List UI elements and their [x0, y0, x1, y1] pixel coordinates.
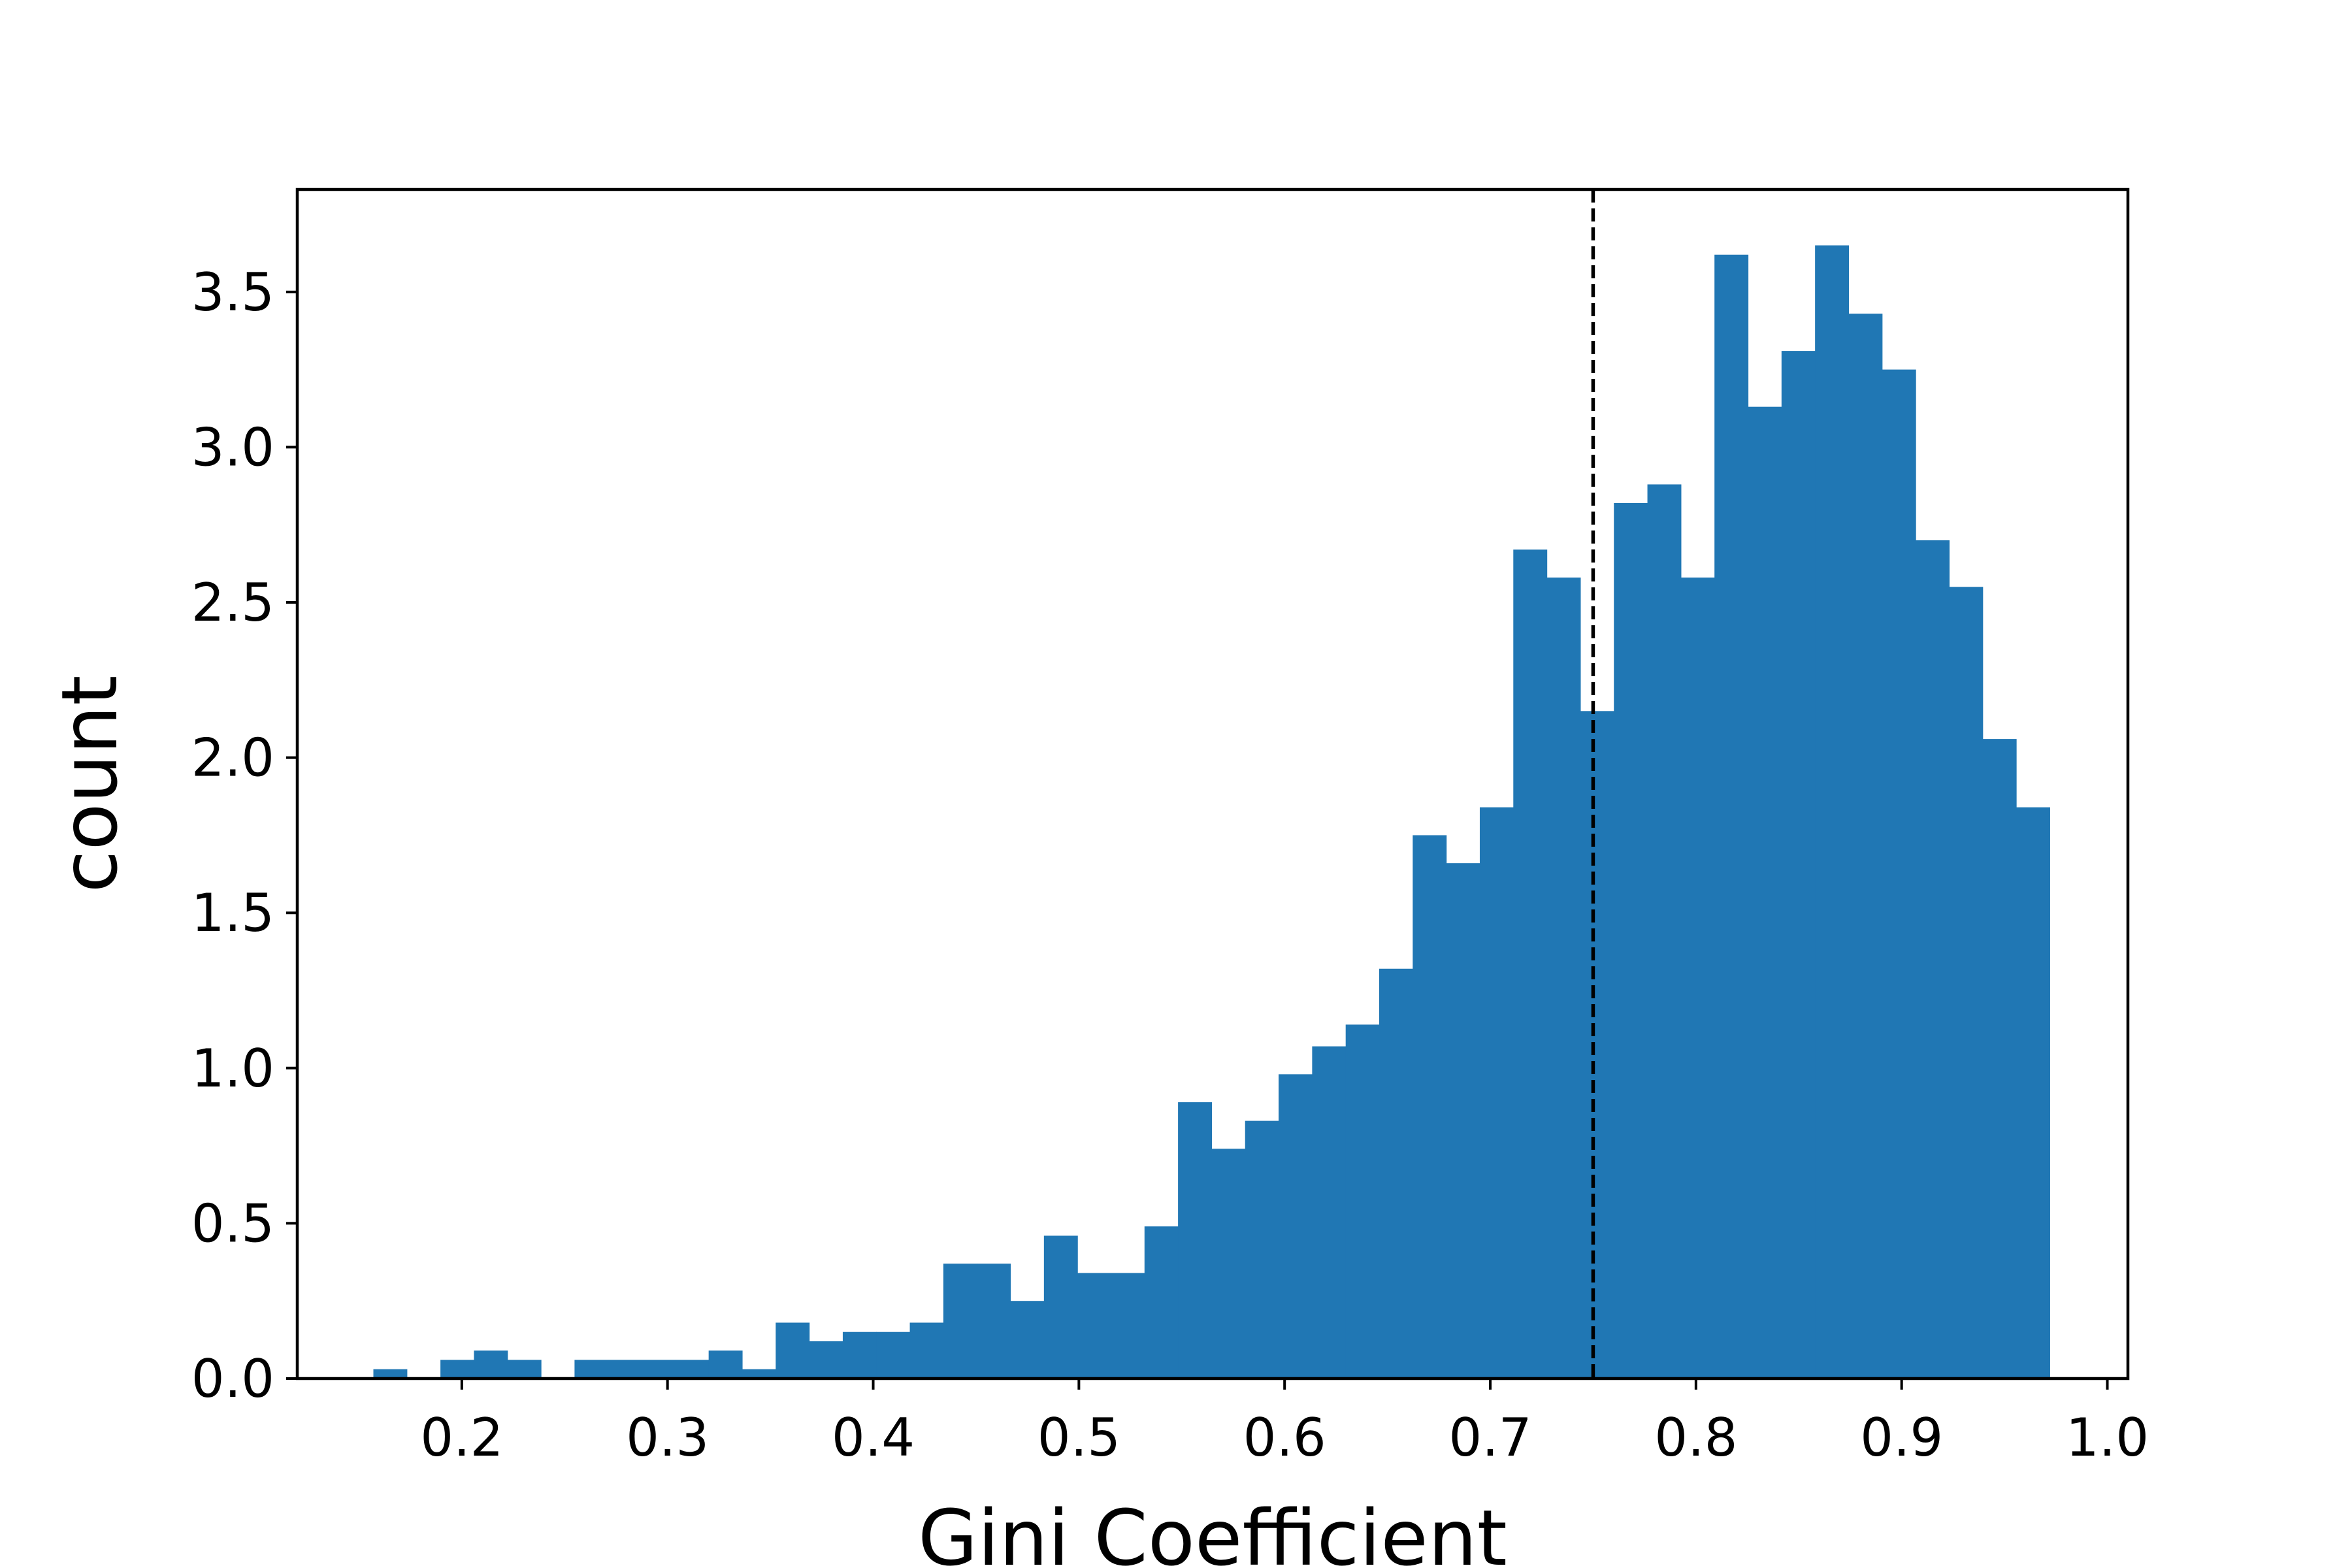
histogram-bar: [642, 1360, 676, 1379]
histogram-bar: [507, 1360, 542, 1379]
x-tick-label: 0.8: [1654, 1407, 1737, 1468]
x-axis-title: Gini Coefficient: [918, 1493, 1507, 1568]
histogram-bar: [909, 1322, 944, 1379]
histogram-bar: [742, 1369, 776, 1379]
histogram-bar: [1982, 739, 2017, 1379]
histogram-bar: [373, 1369, 408, 1379]
x-tick-label: 0.5: [1037, 1407, 1120, 1468]
histogram-bar: [2016, 807, 2050, 1379]
y-tick-label: 2.0: [191, 728, 274, 789]
histogram-bar: [1815, 245, 1850, 1379]
histogram-bar: [1714, 254, 1749, 1379]
y-tick-label: 1.5: [191, 883, 274, 943]
histogram-bar: [1312, 1046, 1347, 1379]
histogram-bar: [1279, 1074, 1313, 1379]
plot-frame: [295, 188, 2130, 1380]
x-tick-label: 0.3: [626, 1407, 709, 1468]
histogram-bar: [776, 1322, 810, 1379]
histogram-bar: [1144, 1226, 1179, 1379]
y-tick-label: 3.5: [191, 262, 274, 323]
histogram-bar: [809, 1341, 843, 1379]
histogram-bar: [574, 1360, 609, 1379]
histogram-bar: [1614, 502, 1648, 1379]
x-tick-label: 0.4: [832, 1407, 915, 1468]
histogram-bar: [1748, 406, 1782, 1379]
x-tick-label: 0.9: [1860, 1407, 1943, 1468]
x-axis: 0.2 0.3 0.4 0.5 0.6 0.7 0.8 0.9 1.0: [420, 1379, 2149, 1468]
y-tick-label: 3.0: [191, 417, 274, 478]
histogram-bar: [1848, 314, 1883, 1379]
histogram-bar: [608, 1360, 642, 1379]
histogram-bar: [943, 1264, 977, 1379]
histogram-bar: [1077, 1273, 1112, 1379]
x-tick-label: 0.2: [420, 1407, 503, 1468]
y-tick-label: 0.0: [191, 1348, 274, 1409]
histogram-bar: [1345, 1024, 1380, 1379]
histogram-bars: [373, 245, 2050, 1379]
histogram-bar: [1647, 484, 1682, 1379]
histogram-bar: [1413, 835, 1447, 1379]
histogram-bar: [977, 1264, 1011, 1379]
histogram-bar: [708, 1350, 743, 1379]
x-tick-label: 0.7: [1448, 1407, 1531, 1468]
histogram-bar: [1211, 1149, 1246, 1379]
histogram-bar: [1178, 1102, 1213, 1379]
histogram-bar: [1245, 1120, 1279, 1379]
histogram-bar: [1680, 577, 1715, 1379]
x-tick-label: 0.6: [1243, 1407, 1326, 1468]
histogram-bar: [1580, 711, 1614, 1379]
histogram-bar: [1882, 369, 1916, 1379]
histogram-bar: [440, 1360, 475, 1379]
histogram-bar: [1010, 1301, 1045, 1379]
y-axis: 0.0 0.5 1.0 1.5 2.0 2.5 3.0 3.5: [191, 262, 297, 1409]
histogram-bar: [1379, 968, 1413, 1379]
y-tick-label: 1.0: [191, 1038, 274, 1099]
y-tick-label: 2.5: [191, 572, 274, 633]
histogram-bar: [842, 1331, 877, 1379]
histogram-bar: [1513, 549, 1548, 1379]
histogram-bar: [675, 1360, 710, 1379]
histogram-bar: [1043, 1235, 1078, 1379]
histogram-bar: [1781, 351, 1816, 1379]
histogram-bar: [1479, 807, 1514, 1379]
histogram-bar: [1546, 577, 1581, 1379]
histogram-bar: [1446, 863, 1480, 1379]
histogram-bar: [1111, 1273, 1145, 1379]
y-axis-title: count: [44, 676, 135, 893]
x-tick-label: 1.0: [2066, 1407, 2149, 1468]
histogram-bar: [474, 1350, 508, 1379]
histogram-bar: [1949, 587, 1984, 1379]
histogram-bar: [876, 1331, 911, 1379]
histogram-bar: [1916, 540, 1950, 1379]
y-tick-label: 0.5: [191, 1193, 274, 1254]
